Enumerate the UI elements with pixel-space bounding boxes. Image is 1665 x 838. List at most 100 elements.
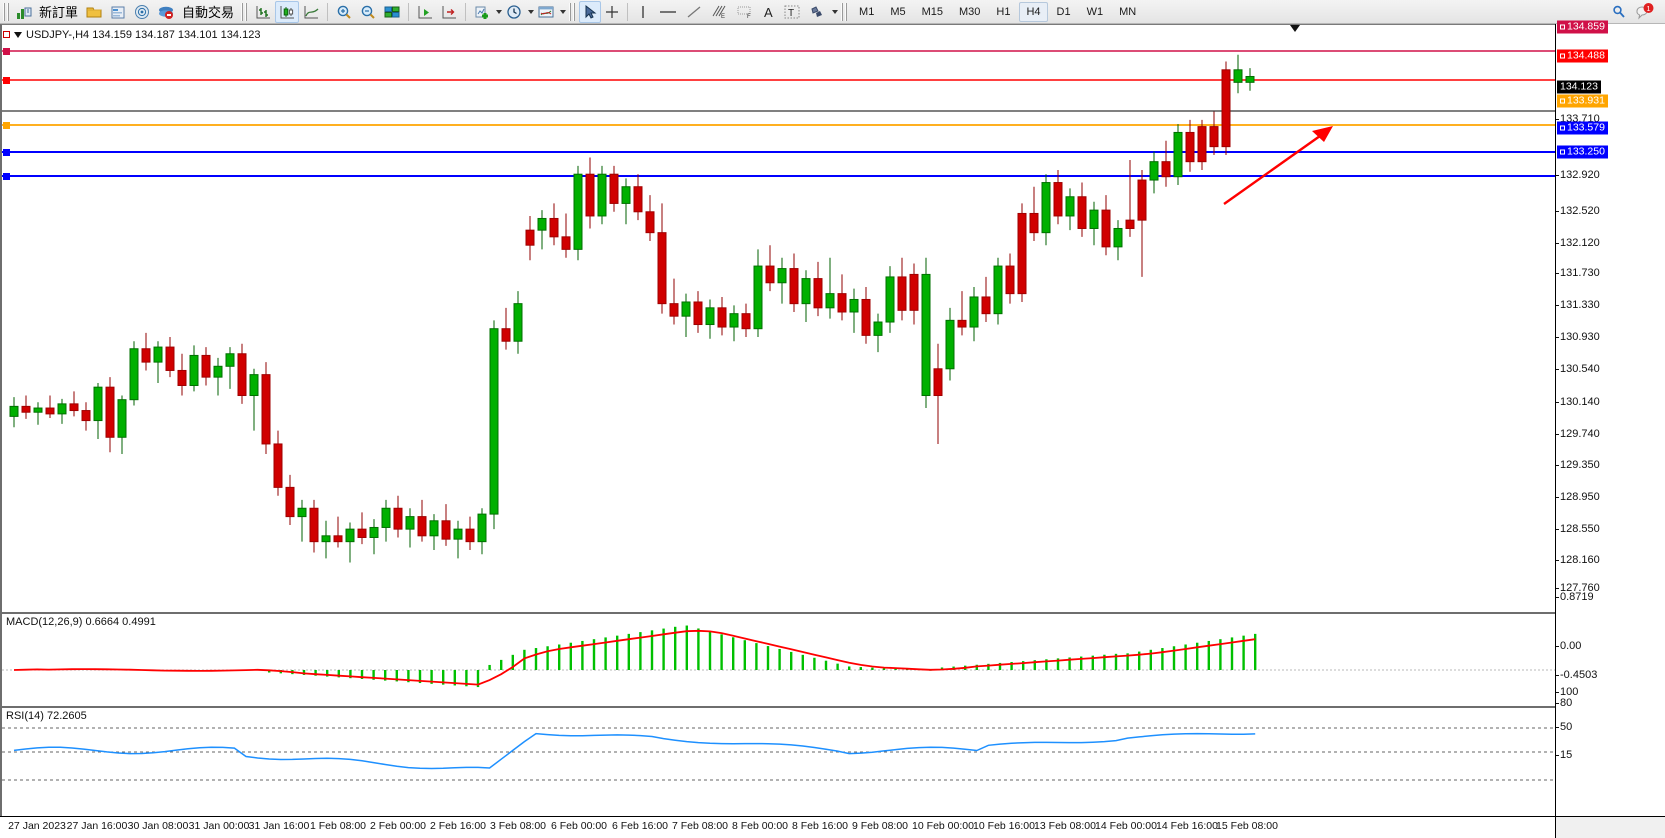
rsi-tick: 15	[1555, 749, 1573, 761]
shapes-button[interactable]	[804, 1, 830, 23]
scale-corner	[1555, 816, 1665, 838]
candle-body	[261, 374, 271, 445]
price-level-label[interactable]: 134.123	[1557, 80, 1601, 94]
templates-button[interactable]	[534, 1, 558, 23]
toolbar-separator-3	[465, 2, 467, 21]
chart-type-grip[interactable]	[241, 2, 249, 21]
price-pane[interactable]	[2, 25, 1557, 591]
toolbar-grip[interactable]	[3, 2, 10, 21]
timeframe-h1[interactable]: H1	[996, 5, 1011, 18]
candle-body	[981, 296, 991, 315]
period-caret-icon[interactable]	[528, 9, 535, 14]
chart-area[interactable]: USDJPY-,H4 134.159 134.187 134.101 134.1…	[0, 20, 1665, 838]
chart-shift-icon	[442, 5, 457, 18]
candle-body	[741, 313, 751, 330]
candle-body	[693, 301, 703, 326]
price-tick: 132.120	[1556, 237, 1600, 249]
market-watch-button[interactable]	[82, 1, 106, 23]
price-level-label[interactable]: 133.579	[1557, 121, 1608, 135]
price-level-marker-icon	[1560, 53, 1565, 59]
cursor-button[interactable]	[579, 0, 602, 23]
candle-body	[1101, 209, 1111, 248]
level-handle-134488[interactable]	[3, 77, 10, 84]
candle-body	[45, 407, 55, 415]
timeframe-m15[interactable]: M15	[921, 5, 943, 18]
chart-title-bar: USDJPY-,H4 134.159 134.187 134.101 134.1…	[3, 27, 260, 42]
bar-chart-button[interactable]	[251, 1, 275, 23]
price-scale[interactable]: 133.710 132.920 132.520 132.120 131.730 131.3…	[1555, 20, 1665, 838]
time-axis[interactable]: 27 Jan 2023 27 Jan 16:00 30 Jan 08:00 31 Ja…	[0, 816, 1555, 838]
auto-scroll-button[interactable]	[413, 1, 437, 23]
new-order-button[interactable]	[13, 1, 35, 23]
equidistant-channel-button[interactable]: F	[732, 1, 758, 23]
price-level-label[interactable]: 133.931	[1557, 94, 1608, 108]
drawing-grip[interactable]	[569, 2, 577, 21]
price-level-label[interactable]: 133.250	[1557, 145, 1608, 159]
candle-body	[333, 535, 343, 543]
candle-body	[537, 217, 547, 231]
pane-separator-rsi[interactable]	[0, 706, 1555, 708]
level-handle-133931[interactable]	[3, 122, 10, 129]
templates-caret-icon[interactable]	[560, 9, 567, 14]
add-indicator-button[interactable]	[470, 1, 494, 23]
candle-body	[585, 173, 595, 217]
timeframe-grip[interactable]	[841, 2, 849, 21]
crosshair-button[interactable]	[601, 1, 623, 23]
candle-body	[885, 276, 895, 323]
zoom-in-icon	[337, 5, 351, 19]
text-label-button[interactable]: T	[780, 1, 804, 23]
macd-pane[interactable]	[2, 615, 1557, 705]
timeframe-m30[interactable]: M30	[959, 5, 981, 18]
data-window-button[interactable]	[106, 1, 130, 23]
timeframe-m5[interactable]: M5	[890, 5, 906, 18]
timeframe-m1[interactable]: M1	[859, 5, 875, 18]
autotrading-label[interactable]: 自動交易	[182, 5, 235, 20]
add-indicator-caret-icon[interactable]	[496, 9, 503, 14]
level-handle-133579[interactable]	[3, 149, 10, 156]
candle-body	[753, 265, 763, 330]
price-level-label[interactable]: 134.488	[1557, 49, 1608, 63]
candle-body	[141, 348, 151, 363]
price-level-marker-icon	[1560, 24, 1565, 30]
rsi-label: RSI(14) 72.2605	[6, 710, 87, 722]
candlestick-chart-button[interactable]	[275, 0, 300, 23]
vertical-line-button[interactable]	[632, 1, 654, 23]
candle-body	[165, 346, 175, 371]
toolbar-separator	[327, 2, 329, 21]
autotrading-button[interactable]	[154, 1, 178, 23]
timeframe-w1[interactable]: W1	[1086, 5, 1104, 18]
level-handle-133250[interactable]	[3, 173, 10, 180]
timeframe-d1[interactable]: D1	[1056, 5, 1071, 18]
chart-shift-button[interactable]	[437, 1, 461, 23]
timeframe-mn[interactable]: MN	[1119, 5, 1137, 18]
text-label-icon: T	[784, 5, 800, 19]
period-button[interactable]	[502, 1, 526, 23]
price-level-label[interactable]: 134.859	[1557, 20, 1608, 34]
chart-corner-handle[interactable]	[3, 31, 10, 38]
level-handle-134859[interactable]	[3, 48, 10, 55]
search-button[interactable]	[1607, 1, 1631, 23]
chevron-down-icon[interactable]	[14, 31, 22, 38]
horizontal-line-button[interactable]	[654, 1, 682, 23]
trend-arrow-annotation[interactable]	[1223, 126, 1333, 205]
rsi-pane[interactable]	[2, 709, 1557, 813]
line-chart-button[interactable]	[299, 1, 323, 23]
signals-button[interactable]	[130, 1, 154, 23]
zoom-out-button[interactable]	[356, 1, 380, 23]
candle-body	[1125, 219, 1135, 229]
fibonacci-button[interactable]: E	[706, 1, 732, 23]
candle-body	[177, 369, 187, 386]
pane-separator-macd[interactable]	[0, 612, 1555, 614]
text-button[interactable]: A	[758, 1, 780, 23]
shapes-caret-icon[interactable]	[832, 9, 839, 14]
vertical-line-icon	[642, 5, 644, 18]
notifications-button[interactable]: 1	[1631, 1, 1657, 23]
new-order-label[interactable]: 新訂單	[39, 5, 79, 20]
timeframe-h4[interactable]: H4	[1019, 1, 1048, 22]
candle-body	[309, 507, 319, 543]
candle-body	[921, 273, 931, 397]
tile-windows-button[interactable]	[380, 1, 404, 23]
candle-body	[417, 516, 427, 537]
trendline-button[interactable]	[682, 1, 706, 23]
zoom-in-button[interactable]	[332, 1, 356, 23]
